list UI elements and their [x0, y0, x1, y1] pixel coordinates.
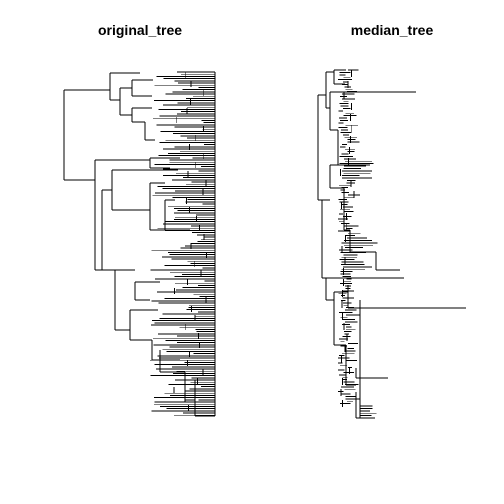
- original-tree-tips: [150, 71, 216, 416]
- panel-title-median-tree: median_tree: [350, 22, 434, 38]
- median-tree-plot: [317, 69, 466, 419]
- median-tree-tips: [338, 69, 378, 419]
- median-tree-backbone: [317, 69, 466, 419]
- panel-title-original-tree: original_tree: [97, 22, 183, 38]
- original-tree-plot: [63, 71, 216, 417]
